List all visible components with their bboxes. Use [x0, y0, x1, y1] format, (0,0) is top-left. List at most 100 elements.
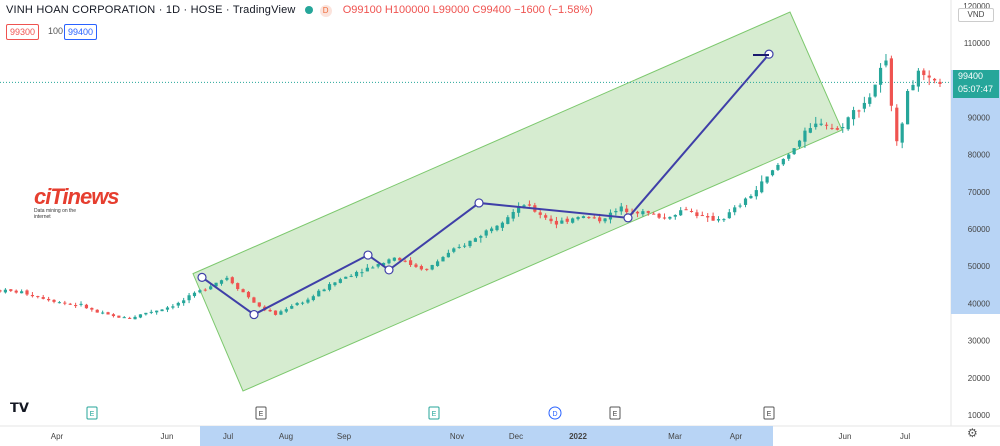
earnings-marker[interactable]: E — [428, 406, 440, 420]
candle — [0, 289, 2, 293]
candle — [905, 89, 910, 125]
candle — [268, 308, 272, 312]
candle — [760, 175, 764, 194]
price-tick-label: 30000 — [968, 337, 991, 346]
candle — [841, 123, 845, 133]
trend-point-handle[interactable] — [384, 265, 394, 275]
candle — [468, 240, 472, 248]
chart-header: VINH HOAN CORPORATION · 1D · HOSE · Trad… — [6, 4, 593, 17]
time-tick-label: Aug — [279, 432, 293, 441]
trend-point-handle[interactable] — [623, 213, 633, 223]
trend-point-handle[interactable] — [474, 198, 484, 208]
earnings-marker[interactable]: E — [609, 406, 621, 420]
candle — [819, 118, 823, 127]
settings-gear-icon[interactable]: ⚙ — [967, 426, 978, 440]
candle — [743, 197, 748, 208]
candle — [846, 116, 850, 131]
candle — [576, 216, 580, 221]
candle — [117, 315, 121, 318]
event-marker-label: E — [432, 411, 437, 418]
candle — [716, 216, 721, 223]
candle — [128, 316, 132, 319]
price-tick-label: 80000 — [968, 151, 991, 160]
candle — [754, 185, 758, 200]
candle — [862, 96, 866, 113]
time-axis[interactable]: Apr Jun Jul Aug Sep Nov Dec 2022 Mar Apr Jun Jul — [51, 432, 911, 441]
parallel-channel[interactable] — [192, 11, 843, 392]
candle — [155, 310, 159, 315]
candle — [927, 70, 931, 86]
candle — [3, 288, 8, 294]
candle — [808, 123, 812, 134]
candle — [895, 104, 899, 146]
currency-selector[interactable]: VND — [958, 8, 994, 22]
candle — [889, 55, 893, 112]
event-marker-label: E — [767, 411, 772, 418]
candle — [246, 291, 251, 299]
candle — [662, 213, 667, 220]
candle — [922, 68, 926, 81]
candle — [327, 282, 332, 292]
candle — [462, 243, 467, 249]
candle — [560, 217, 564, 224]
candle — [792, 148, 796, 155]
candle — [25, 289, 29, 296]
earnings-marker[interactable]: E — [255, 406, 267, 420]
candle — [868, 93, 872, 107]
dividend-marker[interactable]: D — [548, 406, 562, 420]
bid-price[interactable]: 99300 — [6, 24, 40, 40]
time-tick-label: Mar — [668, 432, 682, 441]
candle — [803, 127, 807, 148]
candle — [711, 212, 715, 221]
trend-point-handle[interactable] — [363, 250, 373, 260]
trend-point-handle[interactable] — [197, 272, 207, 282]
candle — [133, 315, 137, 320]
watermark-word-b: news — [67, 184, 120, 209]
candle — [706, 213, 710, 222]
candle — [360, 268, 364, 277]
candle — [230, 276, 234, 285]
earnings-marker[interactable]: E — [86, 406, 98, 420]
candle — [673, 214, 677, 220]
candle — [30, 292, 35, 298]
candle — [333, 281, 337, 287]
candle — [257, 302, 261, 308]
candle — [549, 215, 553, 224]
candles — [0, 54, 942, 320]
candle — [403, 259, 407, 263]
candle — [641, 208, 645, 217]
candle — [657, 212, 661, 219]
time-tick-label: Jun — [161, 432, 174, 441]
earnings-marker[interactable]: E — [763, 406, 775, 420]
trend-point-handle[interactable] — [249, 309, 259, 320]
candle — [338, 277, 342, 284]
candle — [814, 116, 818, 130]
order-quantity: 100 — [45, 24, 67, 38]
candle — [419, 264, 423, 271]
ask-price[interactable]: 99400 — [64, 24, 98, 40]
candle — [300, 301, 305, 306]
candle — [733, 205, 737, 216]
candle — [20, 289, 24, 294]
symbol-title[interactable]: VINH HOAN CORPORATION · 1D · HOSE · Trad… — [6, 4, 296, 16]
dividend-badge[interactable]: D — [319, 5, 332, 17]
trend-points[interactable] — [197, 49, 774, 320]
candle — [479, 234, 483, 243]
time-tick-label: Jul — [223, 432, 233, 441]
candle — [311, 294, 315, 302]
event-marker-label: E — [259, 411, 264, 418]
candle — [203, 288, 207, 292]
candle — [95, 309, 99, 313]
candle — [511, 209, 515, 222]
candle — [781, 158, 785, 166]
candle — [619, 202, 623, 215]
candle — [408, 257, 413, 267]
candle — [57, 301, 62, 304]
candle — [749, 194, 753, 199]
candle — [236, 282, 240, 291]
event-marker-label: E — [613, 411, 618, 418]
candle — [900, 122, 904, 149]
time-tick-label: Apr — [730, 432, 743, 441]
